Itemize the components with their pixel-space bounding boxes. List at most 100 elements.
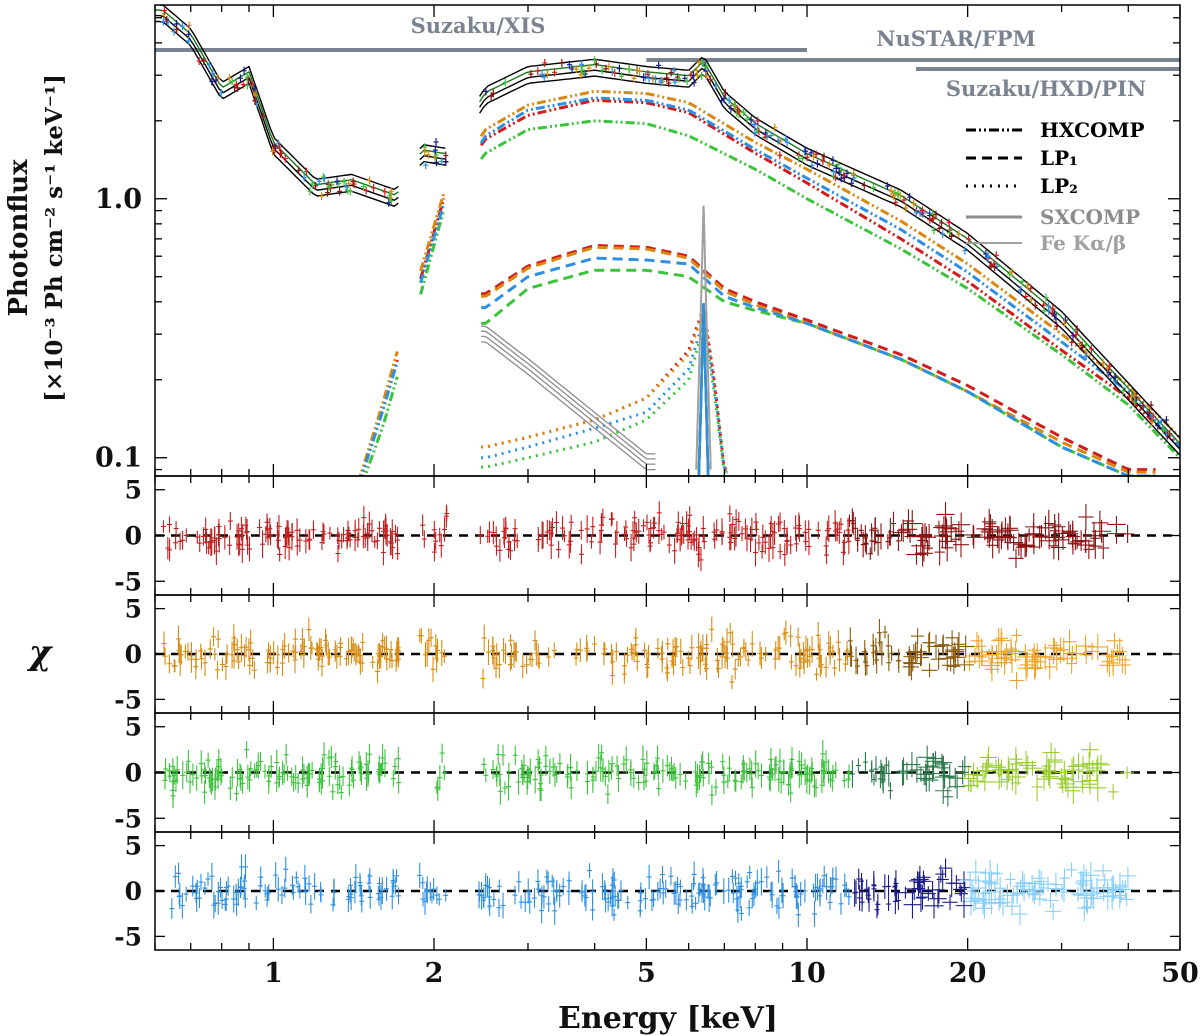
flux-data-point: [334, 177, 340, 186]
flux-data-point: [586, 64, 592, 73]
flux-data-point: [573, 65, 579, 74]
flux-data-point: [1120, 387, 1126, 396]
flux-data-point: [1083, 352, 1089, 361]
flux-data-point: [209, 77, 215, 86]
flux-data-point: [542, 58, 548, 67]
flux-data-point: [252, 97, 258, 106]
flux-data-point: [1054, 322, 1060, 331]
flux-data-point: [736, 107, 742, 116]
flux-data-point: [304, 167, 310, 176]
axis-ticks: 1 2 5 10 20 500.11.0-505-505-505-505: [95, 5, 1199, 989]
flux-data-point: [646, 74, 652, 83]
model-curves: [155, 5, 1180, 476]
flux-data-point: [755, 116, 761, 125]
flux-data-point: [423, 161, 429, 170]
flux-data-point: [772, 123, 778, 132]
flux-data-point: [1107, 362, 1113, 371]
flux-data-point: [626, 65, 632, 74]
flux-data-point: [616, 64, 622, 73]
flux-data-point: [579, 66, 585, 75]
hxcomp-curve-3: [360, 96, 1180, 476]
flux-data-point: [609, 67, 615, 76]
legend-entry-fe: Fe Kα/β: [966, 231, 1126, 255]
flux-data-point: [382, 187, 388, 196]
flux-data-point: [804, 153, 810, 162]
flux-data-point: [721, 94, 727, 103]
flux-data-point: [443, 157, 449, 166]
flux-data-point: [1077, 339, 1083, 348]
y-axis-label-line2: [×10⁻³ Ph cm⁻² s⁻¹ keV⁻¹]: [41, 74, 68, 402]
flux-data-point: [826, 161, 832, 170]
flux-data-point: [658, 76, 664, 85]
flux-data-point: [838, 174, 844, 183]
hxcomp-curve-0: [360, 98, 1180, 476]
flux-data-point: [244, 73, 250, 82]
flux-data-point: [940, 230, 946, 239]
x-tick-label: 1: [264, 958, 283, 989]
flux-data-point: [668, 68, 674, 77]
flux-data-point: [1100, 359, 1106, 368]
flux-data-point: [313, 181, 319, 190]
flux-data-point: [741, 108, 747, 117]
flux-data-point: [930, 214, 936, 223]
flux-data-point: [490, 89, 496, 98]
flux-data-point: [1025, 281, 1031, 290]
flux-data-point: [1112, 372, 1118, 381]
flux-data-point: [728, 104, 734, 113]
flux-data-point: [821, 152, 827, 161]
flux-data-point: [552, 68, 558, 77]
flux-data-point: [656, 61, 662, 70]
flux-data-point: [748, 115, 754, 124]
resid-y-tick-label: 5: [125, 476, 142, 505]
flux-data-point: [833, 164, 839, 173]
residual-panel-0: [155, 501, 1180, 572]
flux-data-point: [703, 71, 709, 80]
flux-data-point: [237, 74, 243, 83]
y-tick-label: 0.1: [95, 443, 142, 474]
flux-data-point: [229, 77, 235, 86]
flux-data-point: [171, 27, 177, 36]
flux-data-point: [296, 166, 302, 175]
legend-entry-lp2: LP₂: [966, 174, 1078, 198]
flux-data-point: [1032, 301, 1038, 310]
flux-data-point: [903, 203, 909, 212]
flux-data-point: [1019, 277, 1025, 286]
flux-data-point: [1148, 401, 1154, 410]
flux-data-point: [179, 22, 185, 31]
resid-y-tick-label: 5: [125, 832, 142, 861]
flux-data-point: [346, 179, 352, 188]
flux-data-point: [326, 182, 332, 191]
flux-data-point: [962, 246, 968, 255]
flux-data-point: [433, 158, 439, 167]
resid-y-tick-label: 5: [125, 713, 142, 742]
fe-line-curve: [695, 205, 712, 470]
flux-data-point: [545, 70, 551, 79]
flux-data-point: [702, 61, 708, 70]
flux-data-point: [1163, 416, 1169, 425]
flux-data-point: [388, 196, 394, 205]
flux-data-point: [888, 186, 894, 195]
flux-data-point: [993, 251, 999, 260]
flux-data-point: [813, 150, 819, 159]
flux-data-point: [541, 73, 547, 82]
flux-data-point: [956, 230, 962, 239]
resid-y-tick-label: -5: [114, 804, 142, 833]
flux-data-point: [186, 21, 192, 30]
x-tick-label: 2: [425, 958, 444, 989]
flux-data-point: [784, 138, 790, 147]
resid-y-tick-label: -5: [114, 922, 142, 951]
flux-data-point: [814, 159, 820, 168]
flux-data-point: [341, 177, 347, 186]
flux-data-point: [1132, 391, 1138, 400]
flux-data-point: [694, 71, 700, 80]
flux-data-point: [849, 179, 855, 188]
flux-data-point: [897, 191, 903, 200]
flux-data-point: [931, 226, 937, 235]
sxcomp-curve-0: [481, 341, 656, 471]
flux-data-point: [260, 112, 266, 121]
flux-data-point: [483, 87, 489, 96]
chi-axis-label: χ: [27, 633, 54, 673]
flux-data-point: [1028, 295, 1034, 304]
flux-data-point: [226, 74, 232, 83]
hxcomp-curve-1: [358, 89, 1180, 476]
